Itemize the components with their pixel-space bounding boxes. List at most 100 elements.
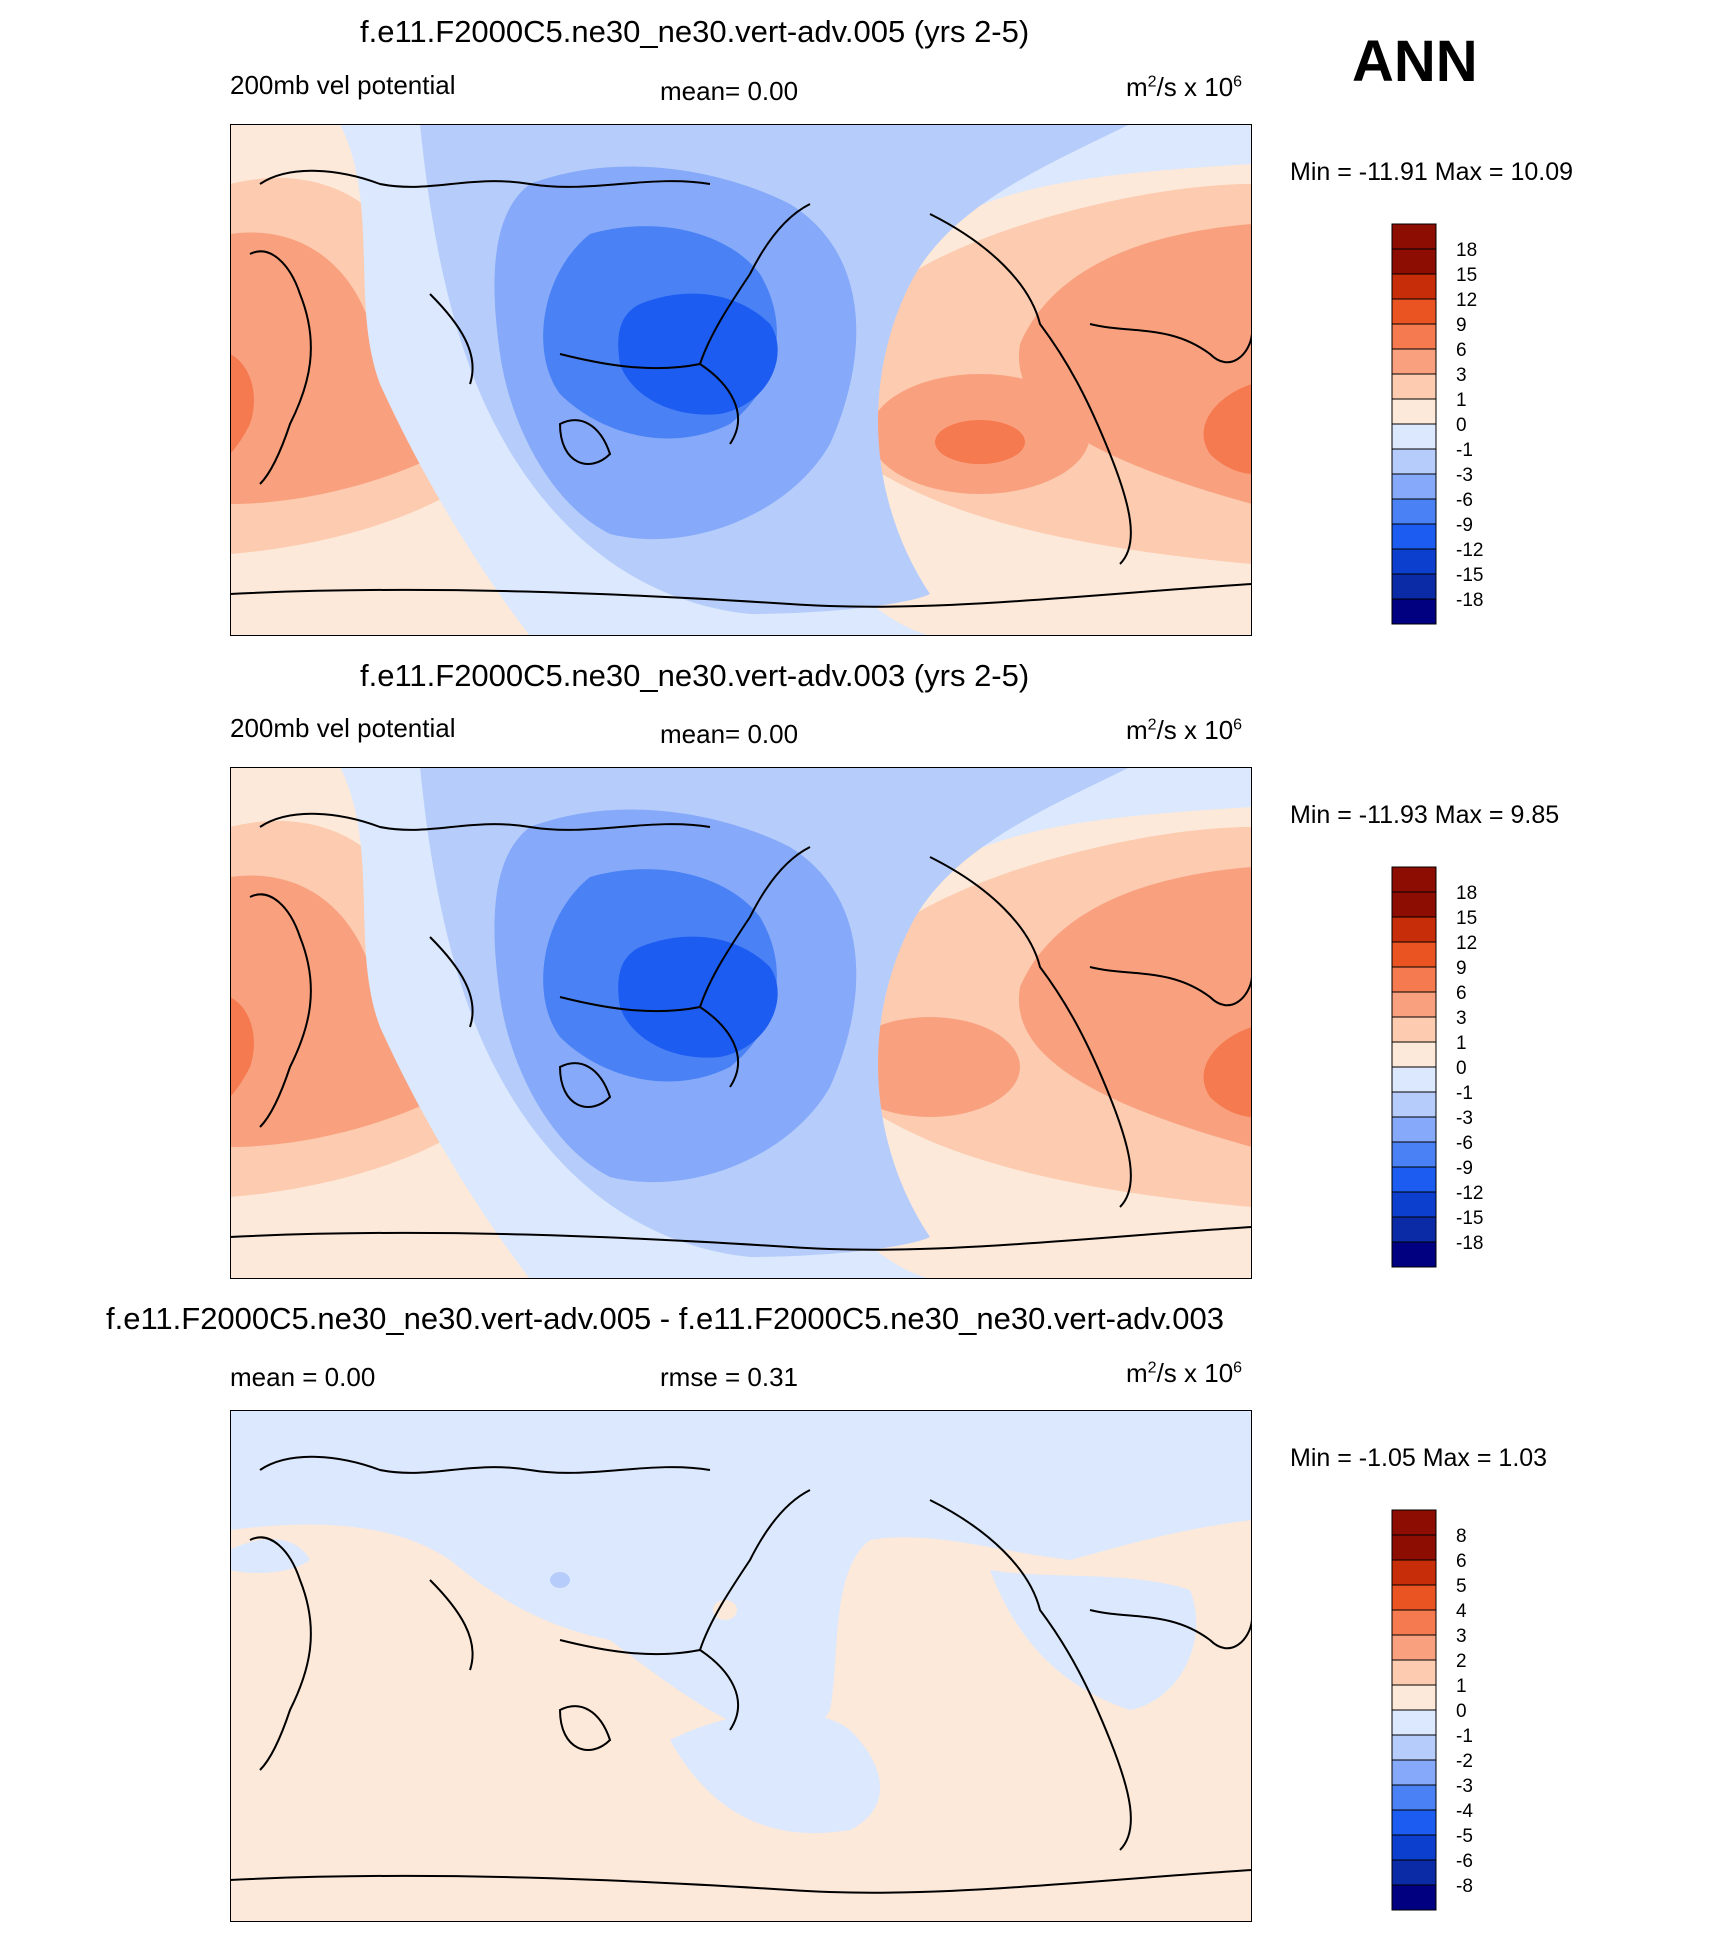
colorbar-box [1391, 373, 1437, 400]
colorbar-box [1391, 916, 1437, 943]
colorbar-box [1391, 1116, 1437, 1143]
colorbar-box [1391, 1659, 1437, 1686]
colorbar-tick-label: 18 [1456, 883, 1477, 904]
panel3-rmse-label: rmse = 0.31 [660, 1362, 799, 1392]
colorbar-box [1391, 1584, 1437, 1611]
colorbar-box [1391, 1166, 1437, 1193]
colorbar-tick-label: 15 [1456, 908, 1477, 929]
panel2-title: f.e11.F2000C5.ne30_ne30.vert-adv.003 (yr… [360, 658, 1030, 693]
colorbar-box [1391, 1684, 1437, 1711]
panel1-map [230, 124, 1252, 636]
colorbar-tick-label: 2 [1456, 1651, 1467, 1672]
panel1-title: f.e11.F2000C5.ne30_ne30.vert-adv.005 (yr… [360, 14, 1030, 49]
colorbar-box [1391, 523, 1437, 550]
colorbar-tick-label: -1 [1456, 1083, 1473, 1104]
colorbar-box [1391, 1041, 1437, 1068]
colorbar-box [1391, 1734, 1437, 1761]
colorbar-tick-label: -3 [1456, 465, 1473, 486]
colorbar-tick-label: -9 [1456, 515, 1473, 536]
colorbar-box [1391, 498, 1437, 525]
colorbar-tick-label: -15 [1456, 565, 1483, 586]
colorbar-box [1391, 1559, 1437, 1586]
season-label: ANN [1352, 29, 1478, 94]
panel2-units-label: m2/s x 106 [1126, 715, 1243, 745]
colorbar-tick-label: -8 [1456, 1876, 1473, 1897]
colorbar-tick-label: -12 [1456, 540, 1483, 561]
colorbar-tick-label: -2 [1456, 1751, 1473, 1772]
colorbar-box [1391, 323, 1437, 350]
panel3-colorbar: 8 6 5 4 3 2 1 0 -1 -2 -3 -4 -5 -6 -8 [1391, 1509, 1473, 1911]
panel2-mean-label: mean= 0.00 [660, 719, 799, 749]
colorbar-box [1391, 891, 1437, 918]
colorbar-tick-label: -3 [1456, 1776, 1473, 1797]
colorbar-box [1391, 1141, 1437, 1168]
colorbar-box [1391, 1634, 1437, 1661]
colorbar-tick-label: -15 [1456, 1208, 1483, 1229]
colorbar-box [1391, 1509, 1437, 1536]
colorbar-box [1391, 398, 1437, 425]
colorbar-tick-label: 12 [1456, 290, 1477, 311]
colorbar-tick-label: 6 [1456, 1551, 1467, 1572]
colorbar-box [1391, 966, 1437, 993]
panel3-min-max: Min = -1.05 Max = 1.03 [1290, 1444, 1548, 1472]
colorbar-tick-label: -6 [1456, 490, 1473, 511]
panel1-colorbar: 18 15 12 9 6 3 1 0 -1 -3 -6 -9 -12 -15 -18 [1391, 223, 1483, 625]
colorbar-box [1391, 1809, 1437, 1836]
panel2-colorbar: 18 15 12 9 6 3 1 0 -1 -3 -6 -9 -12 -15 -18 [1391, 866, 1483, 1268]
colorbar-tick-label: -6 [1456, 1133, 1473, 1154]
colorbar-box [1391, 1884, 1437, 1911]
colorbar-tick-label: 4 [1456, 1601, 1467, 1622]
colorbar-tick-label: -12 [1456, 1183, 1483, 1204]
colorbar-box [1391, 1016, 1437, 1043]
colorbar-tick-label: 6 [1456, 340, 1467, 361]
colorbar-box [1391, 1759, 1437, 1786]
colorbar-box [1391, 1241, 1437, 1268]
colorbar-tick-label: -18 [1456, 1233, 1483, 1254]
colorbar-box [1391, 248, 1437, 275]
colorbar-tick-label: -9 [1456, 1158, 1473, 1179]
colorbar-box [1391, 1191, 1437, 1218]
colorbar-box [1391, 1091, 1437, 1118]
colorbar-tick-label: 18 [1456, 240, 1477, 261]
colorbar-box [1391, 348, 1437, 375]
colorbar-box [1391, 473, 1437, 500]
colorbar-box [1391, 941, 1437, 968]
panel3-mean-label: mean = 0.00 [230, 1362, 376, 1392]
colorbar-tick-label: 9 [1456, 958, 1467, 979]
panel1-variable-label: 200mb vel potential [230, 70, 456, 100]
colorbar-box [1391, 298, 1437, 325]
colorbar-tick-label: 3 [1456, 1626, 1467, 1647]
colorbar-tick-label: 5 [1456, 1576, 1467, 1597]
colorbar-tick-label: 1 [1456, 1676, 1467, 1697]
colorbar-tick-label: 1 [1456, 1033, 1467, 1054]
panel2-variable-label: 200mb vel potential [230, 713, 456, 743]
colorbar-box [1391, 1784, 1437, 1811]
colorbar-tick-label: -4 [1456, 1801, 1473, 1822]
panel3-title: f.e11.F2000C5.ne30_ne30.vert-adv.005 - f… [106, 1301, 1224, 1336]
panel2-min-max: Min = -11.93 Max = 9.85 [1290, 801, 1560, 829]
colorbar-box [1391, 548, 1437, 575]
colorbar-box [1391, 1609, 1437, 1636]
colorbar-box [1391, 273, 1437, 300]
colorbar-tick-label: 0 [1456, 415, 1467, 436]
colorbar-box [1391, 1834, 1437, 1861]
colorbar-tick-label: 0 [1456, 1058, 1467, 1079]
panel2-map [230, 767, 1252, 1279]
colorbar-box [1391, 1709, 1437, 1736]
colorbar-tick-label: 3 [1456, 365, 1467, 386]
colorbar-box [1391, 1534, 1437, 1561]
colorbar-tick-label: 8 [1456, 1526, 1467, 1547]
colorbar-tick-label: 12 [1456, 933, 1477, 954]
colorbar-tick-label: -18 [1456, 590, 1483, 611]
colorbar-tick-label: -1 [1456, 440, 1473, 461]
colorbar-box [1391, 223, 1437, 250]
colorbar-box [1391, 1066, 1437, 1093]
colorbar-tick-label: 3 [1456, 1008, 1467, 1029]
colorbar-box [1391, 991, 1437, 1018]
colorbar-box [1391, 423, 1437, 450]
colorbar-box [1391, 573, 1437, 600]
colorbar-tick-label: 15 [1456, 265, 1477, 286]
panel1-min-max: Min = -11.91 Max = 10.09 [1290, 158, 1574, 186]
colorbar-tick-label: -6 [1456, 1851, 1473, 1872]
colorbar-box [1391, 1859, 1437, 1886]
